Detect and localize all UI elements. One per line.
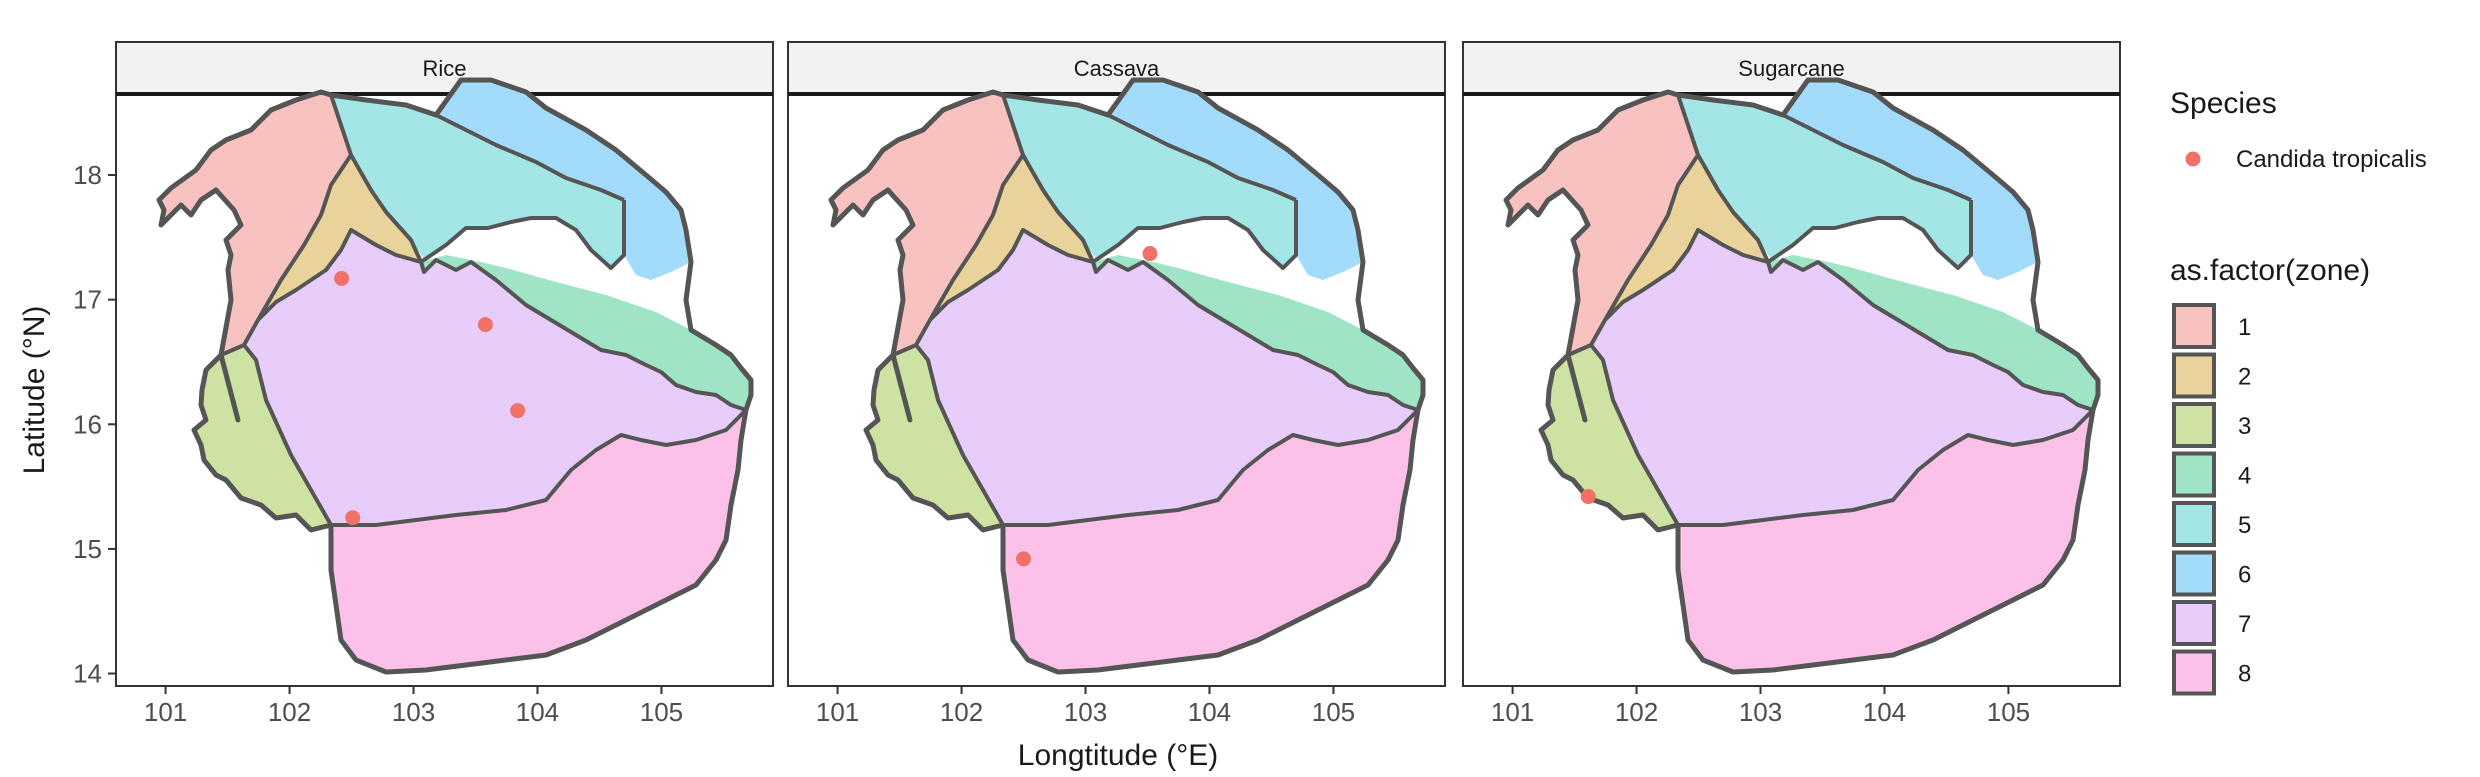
zone-legend-key	[2172, 303, 2216, 349]
x-tick-label: 105	[1312, 697, 1355, 727]
panel-title: Cassava	[1074, 56, 1160, 81]
region-outline	[156, 77, 754, 675]
zone-legend-key	[2172, 352, 2216, 399]
sample-point	[345, 510, 361, 526]
zone-legend-label: 6	[2238, 562, 2251, 589]
x-tick-label: 104	[1188, 697, 1231, 727]
panel-strip	[1462, 41, 2121, 95]
zones-map	[1503, 77, 2101, 675]
x-tick-label: 104	[1863, 697, 1906, 727]
zone-legend-key	[2172, 451, 2216, 498]
x-tick-label: 101	[144, 697, 187, 727]
x-tick-label: 102	[268, 697, 311, 727]
y-axis-label: Latitude (°N)	[18, 306, 51, 475]
x-tick-label: 103	[392, 697, 435, 727]
sample-point	[477, 317, 493, 333]
x-tick-label: 102	[1615, 697, 1658, 727]
zone-legend-key	[2172, 501, 2216, 547]
zone-legend-label: 7	[2238, 611, 2251, 638]
axes-layer: 14 15 16 17 18 Longtitude (°E) Latitude (°N)	[18, 160, 1218, 772]
x-tick-label: 104	[516, 697, 559, 727]
zone-legend-label: 2	[2238, 364, 2251, 391]
x-tick-label: 105	[640, 697, 683, 727]
x-tick-label: 102	[940, 697, 983, 727]
zone-legend-label: 5	[2238, 512, 2251, 539]
species-legend-key	[2185, 151, 2201, 167]
panels-layer: Rice 101 102 103 104 105 Cassava 101 102 103 104 10…	[115, 41, 2121, 727]
zone-legend-key	[2172, 600, 2216, 646]
region-outline	[1503, 77, 2101, 675]
zone-legend-key	[2172, 402, 2216, 448]
y-tick-label: 15	[73, 534, 102, 564]
zone-legend-key	[2172, 550, 2216, 597]
x-tick-label: 101	[1491, 697, 1534, 727]
x-tick-label: 103	[1064, 697, 1107, 727]
sample-point	[1016, 551, 1032, 567]
zone-legend-title: as.factor(zone)	[2170, 254, 2370, 287]
panel-title: Sugarcane	[1738, 56, 1844, 81]
region-outline	[828, 77, 1426, 675]
species-legend-label: Candida tropicalis	[2236, 146, 2427, 173]
zones-map	[828, 77, 1426, 675]
x-tick-label: 101	[816, 697, 859, 727]
panel-title: Rice	[422, 56, 466, 81]
zone-legend-label: 8	[2238, 661, 2251, 688]
species-legend-title: Species	[2170, 87, 2277, 120]
panel-strip	[115, 41, 774, 95]
zone-legend-label: 4	[2238, 463, 2251, 490]
x-axis-label: Longtitude (°E)	[1018, 739, 1218, 772]
zone-legend-key	[2172, 649, 2216, 696]
zone-legend-label: 3	[2238, 413, 2251, 440]
legend-layer: Species Candida tropicalis as.factor(zone)…	[2170, 87, 2427, 696]
x-tick-label: 103	[1739, 697, 1782, 727]
panel-cassava: Cassava 101 102 103 104 105	[787, 41, 1446, 727]
x-tick-label: 105	[1987, 697, 2030, 727]
y-tick-label: 18	[73, 160, 102, 190]
sample-point	[1142, 246, 1158, 262]
y-tick-label: 17	[73, 285, 102, 315]
panel-strip	[787, 41, 1446, 95]
sample-point	[510, 403, 526, 419]
y-tick-label: 14	[73, 659, 102, 689]
sample-point	[1580, 489, 1596, 505]
y-tick-label: 16	[73, 409, 102, 439]
zones-map	[156, 77, 754, 675]
panel-rice: Rice 101 102 103 104 105	[115, 41, 774, 727]
panel-sugarcane: Sugarcane 101 102 103 104 105	[1462, 41, 2121, 727]
zone-legend-label: 1	[2238, 314, 2251, 341]
sample-point	[334, 270, 350, 286]
